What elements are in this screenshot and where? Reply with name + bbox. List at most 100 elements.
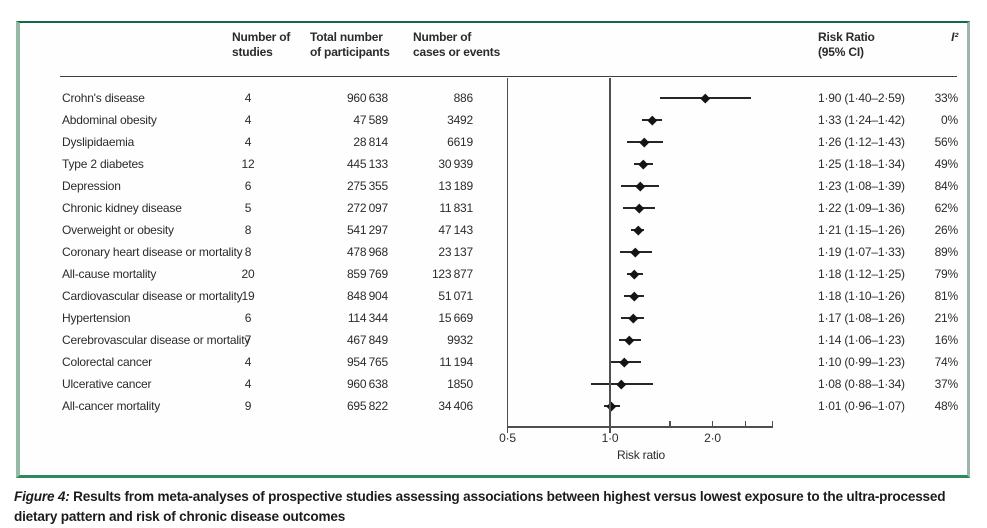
i-squared-value: 79% bbox=[934, 267, 959, 281]
x-axis-line bbox=[507, 426, 774, 428]
cases-value: 11 194 bbox=[439, 355, 473, 369]
i-squared-value: 74% bbox=[934, 355, 959, 369]
studies-value: 6 bbox=[244, 179, 252, 193]
outcome-label: Type 2 diabetes bbox=[62, 157, 144, 171]
column-header-studies: Number of studies bbox=[232, 30, 291, 59]
studies-value: 4 bbox=[244, 135, 252, 149]
studies-value: 4 bbox=[244, 355, 252, 369]
i-squared-value: 48% bbox=[934, 399, 959, 413]
i-squared-value: 49% bbox=[934, 157, 959, 171]
participants-value: 28 814 bbox=[353, 135, 388, 149]
risk-ratio-ci-value: 1·22 (1·09–1·36) bbox=[818, 201, 905, 215]
studies-value: 4 bbox=[244, 377, 252, 391]
cases-value: 51 071 bbox=[438, 289, 473, 303]
plot-edge-line bbox=[506, 78, 509, 433]
axis-tick-label: 1·0 bbox=[601, 431, 619, 445]
studies-value: 4 bbox=[244, 113, 252, 127]
risk-ratio-ci-value: 1·25 (1·18–1·34) bbox=[818, 157, 905, 171]
figure-caption-label: Figure 4: bbox=[14, 489, 70, 504]
participants-value: 478 968 bbox=[346, 245, 388, 259]
cases-value: 9932 bbox=[447, 333, 473, 347]
i-squared-value: 81% bbox=[934, 289, 959, 303]
cases-value: 47 143 bbox=[438, 223, 473, 237]
cases-value: 1850 bbox=[447, 377, 473, 391]
outcome-label: Depression bbox=[62, 179, 121, 193]
participants-value: 848 904 bbox=[346, 289, 388, 303]
risk-ratio-ci-value: 1·21 (1·15–1·26) bbox=[818, 223, 905, 237]
i-squared-value: 89% bbox=[934, 245, 959, 259]
cases-value: 886 bbox=[453, 91, 474, 105]
outcome-label: Cerebrovascular disease or mortality bbox=[62, 333, 251, 347]
column-header-i-squared: I² bbox=[951, 30, 958, 44]
participants-value: 954 765 bbox=[346, 355, 388, 369]
participants-value: 114 344 bbox=[347, 311, 388, 325]
risk-ratio-ci-value: 1·10 (0·99–1·23) bbox=[818, 355, 905, 369]
outcome-label: Cardiovascular disease or mortality bbox=[62, 289, 243, 303]
axis-tick bbox=[669, 421, 671, 427]
axis-tick-label: 2·0 bbox=[704, 431, 721, 445]
figure-caption-text: Results from meta-analyses of prospectiv… bbox=[14, 489, 946, 524]
i-squared-value: 21% bbox=[934, 311, 959, 325]
risk-ratio-ci-value: 1·26 (1·12–1·43) bbox=[818, 135, 905, 149]
outcome-label: Ulcerative cancer bbox=[62, 377, 152, 391]
outcome-label: Dyslipidaemia bbox=[62, 135, 135, 149]
cases-value: 15 669 bbox=[438, 311, 473, 325]
i-squared-value: 33% bbox=[934, 91, 959, 105]
risk-ratio-ci-value: 1·90 (1·40–2·59) bbox=[818, 91, 905, 105]
cases-value: 34 406 bbox=[438, 399, 473, 413]
studies-value: 9 bbox=[244, 399, 252, 413]
cases-value: 6619 bbox=[447, 135, 473, 149]
studies-value: 7 bbox=[244, 333, 252, 347]
axis-tick-label: 0·5 bbox=[499, 431, 516, 445]
i-squared-value: 37% bbox=[934, 377, 959, 391]
outcome-label: Chronic kidney disease bbox=[62, 201, 182, 215]
cases-value: 11 831 bbox=[439, 201, 473, 215]
column-header-cases: Number of cases or events bbox=[413, 30, 501, 59]
outcome-label: Coronary heart disease or mortality bbox=[62, 245, 243, 259]
participants-value: 541 297 bbox=[346, 223, 388, 237]
risk-ratio-ci-value: 1·14 (1·06–1·23) bbox=[818, 333, 905, 347]
outcome-label: Crohn's disease bbox=[62, 91, 145, 105]
cases-value: 30 939 bbox=[438, 157, 473, 171]
cases-value: 23 137 bbox=[438, 245, 473, 259]
risk-ratio-ci-value: 1·01 (0·96–1·07) bbox=[818, 399, 905, 413]
risk-ratio-ci-value: 1·17 (1·08–1·26) bbox=[818, 311, 905, 325]
figure-caption: Figure 4: Results from meta-analyses of … bbox=[14, 487, 962, 527]
i-squared-value: 16% bbox=[934, 333, 959, 347]
i-squared-value: 26% bbox=[934, 223, 959, 237]
participants-value: 445 133 bbox=[346, 157, 388, 171]
studies-value: 19 bbox=[241, 289, 255, 303]
risk-ratio-ci-value: 1·33 (1·24–1·42) bbox=[818, 113, 905, 127]
participants-value: 467 849 bbox=[346, 333, 388, 347]
risk-ratio-ci-value: 1·18 (1·12–1·25) bbox=[818, 267, 905, 281]
outcome-label: All-cause mortality bbox=[62, 267, 157, 281]
risk-ratio-ci-value: 1·19 (1·07–1·33) bbox=[818, 245, 905, 259]
outcome-label: Hypertension bbox=[62, 311, 131, 325]
i-squared-value: 84% bbox=[934, 179, 959, 193]
cases-value: 13 189 bbox=[438, 179, 473, 193]
participants-value: 272 097 bbox=[346, 201, 388, 215]
outcome-label: Overweight or obesity bbox=[62, 223, 174, 237]
participants-value: 47 589 bbox=[353, 113, 388, 127]
risk-ratio-ci-value: 1·18 (1·10–1·26) bbox=[818, 289, 905, 303]
risk-ratio-ci-value: 1·23 (1·08–1·39) bbox=[818, 179, 905, 193]
participants-value: 275 355 bbox=[346, 179, 388, 193]
studies-value: 5 bbox=[244, 201, 252, 215]
studies-value: 8 bbox=[244, 223, 252, 237]
i-squared-value: 62% bbox=[934, 201, 959, 215]
i-squared-value: 56% bbox=[934, 135, 959, 149]
reference-line bbox=[609, 78, 611, 433]
x-axis-title: Risk ratio bbox=[616, 448, 665, 462]
i-squared-value: 0% bbox=[941, 113, 958, 127]
axis-tick bbox=[711, 421, 714, 427]
outcome-label: All-cancer mortality bbox=[62, 399, 161, 413]
participants-value: 960 638 bbox=[346, 91, 388, 105]
participants-value: 695 822 bbox=[346, 399, 388, 413]
axis-tick bbox=[771, 421, 774, 427]
studies-value: 20 bbox=[241, 267, 255, 281]
participants-value: 859 769 bbox=[346, 267, 388, 281]
risk-ratio-ci-value: 1·08 (0·88–1·34) bbox=[818, 377, 905, 391]
figure-frame bbox=[16, 21, 970, 478]
header-divider-line bbox=[60, 76, 957, 77]
